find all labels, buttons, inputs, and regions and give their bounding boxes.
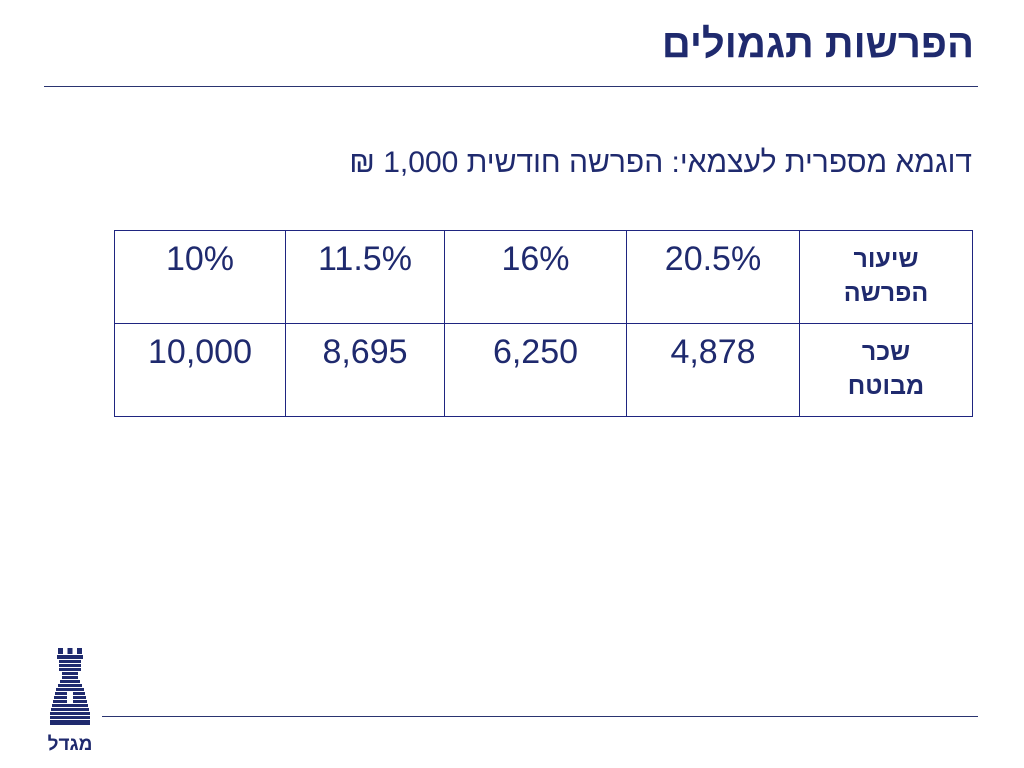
- row-header-insured-salary: שכר מבוטח: [799, 323, 973, 417]
- row-header-line: שכר: [861, 338, 911, 366]
- tower-icon: [50, 648, 90, 725]
- slide-subtitle: דוגמא מספרית לעצמאי: הפרשה חודשית 1,000 …: [349, 146, 972, 179]
- table-cell: 20.5%: [626, 230, 800, 324]
- row-header-line: שיעור: [853, 245, 919, 273]
- title-divider: [44, 86, 978, 87]
- slide-title: הפרשות תגמולים: [661, 22, 974, 66]
- footer-divider: [102, 716, 978, 717]
- logo-text: מגדל: [47, 734, 93, 755]
- row-header-line: הפרשה: [843, 278, 929, 307]
- table-cell: 4,878: [626, 323, 800, 417]
- row-header-line: מבוטח: [847, 371, 925, 400]
- row-header-contribution-rate: שיעור הפרשה: [799, 230, 973, 324]
- table-cell: 10%: [114, 230, 286, 324]
- table-cell: 10,000: [114, 323, 286, 417]
- table-cell: 16%: [444, 230, 627, 324]
- table-cell: 6,250: [444, 323, 627, 417]
- contribution-table: 10% 11.5% 16% 20.5% שיעור הפרשה 10,000 8…: [114, 230, 973, 417]
- table-cell: 8,695: [285, 323, 445, 417]
- table-row-insured-salary: 10,000 8,695 6,250 4,878 שכר מבוטח: [114, 323, 973, 417]
- table-cell: 11.5%: [285, 230, 445, 324]
- company-logo: מגדל: [42, 648, 98, 754]
- table-row-contribution-rate: 10% 11.5% 16% 20.5% שיעור הפרשה: [114, 230, 973, 324]
